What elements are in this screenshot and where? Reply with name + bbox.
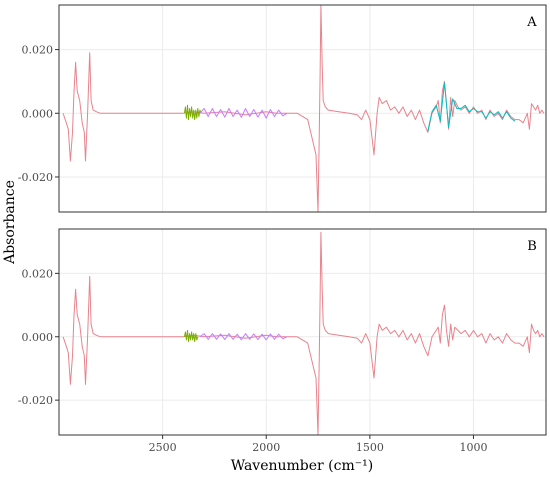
- panel-a-y-tick-labels: 0.020 0.000 -0.020: [18, 44, 59, 184]
- panel-b-label: B: [527, 239, 537, 254]
- panel-a-y-tick-label-0: 0.020: [22, 44, 54, 57]
- panel-a-series-line-1: [183, 104, 202, 121]
- panel-b-series-line-2: [199, 333, 288, 341]
- panel-b-x-tick-label-0: 2500: [149, 441, 177, 454]
- panel-b-y-tick-label-0: 0.020: [22, 267, 54, 280]
- panel-b-frame: [58, 228, 547, 436]
- y-axis-title: Absorbance: [2, 180, 18, 265]
- panel-a-y-tick-label-2: -0.020: [18, 171, 53, 184]
- panel-b-y-tick-label-1: 0.000: [22, 331, 54, 344]
- panel-a-series-line-0: [62, 4, 545, 213]
- panel-a-series-line-2: [199, 108, 288, 119]
- panel-a-y-tick-label-1: 0.000: [22, 107, 54, 120]
- panel-b-series-line-0: [62, 231, 545, 436]
- panel-b-x-tick-label-3: 1000: [459, 441, 487, 454]
- x-axis-title: Wavenumber (cm⁻¹): [231, 458, 373, 474]
- panel-b-y-tick-labels: 0.020 0.000 -0.020: [18, 267, 59, 407]
- panel-b-x-tick-label-1: 2000: [252, 441, 280, 454]
- panel-a-label: A: [526, 15, 537, 30]
- panel-b-grid: [59, 229, 546, 435]
- panel-b-x-tick-labels: 2500 2000 1500 1000: [149, 435, 487, 454]
- panel-a: 0.020 0.000 -0.020 A: [18, 4, 547, 213]
- panel-b-x-tick-label-2: 1500: [356, 441, 384, 454]
- panel-b: 0.020 0.000 -0.020 2500 2000 1500 1000 B: [18, 228, 547, 454]
- panel-a-series: [62, 4, 545, 213]
- panel-b-series: [62, 231, 545, 436]
- panel-b-y-tick-label-2: -0.020: [18, 394, 53, 407]
- panel-b-series-line-1: [183, 329, 199, 342]
- panel-a-series-line-3: [427, 82, 516, 131]
- panel-a-frame: [58, 4, 547, 213]
